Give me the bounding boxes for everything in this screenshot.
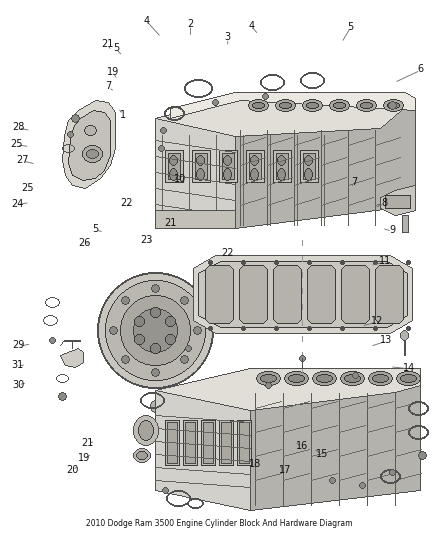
Text: 7: 7 [106, 82, 112, 91]
Text: 5: 5 [347, 22, 353, 31]
Text: 4: 4 [249, 21, 255, 30]
Text: 19: 19 [107, 67, 119, 77]
Text: 20: 20 [66, 465, 78, 475]
Text: 18: 18 [249, 459, 261, 469]
Text: 25: 25 [11, 139, 23, 149]
Text: 26: 26 [78, 238, 90, 247]
Text: 29: 29 [12, 341, 25, 350]
Text: 8: 8 [381, 198, 388, 207]
Text: 22: 22 [222, 248, 234, 258]
Text: 5: 5 [92, 224, 99, 234]
Text: 23: 23 [141, 235, 153, 245]
Text: 9: 9 [389, 225, 395, 235]
Text: 12: 12 [371, 316, 383, 326]
Text: 31: 31 [11, 360, 24, 370]
Text: 10: 10 [173, 174, 186, 183]
Text: 5: 5 [113, 43, 119, 53]
Text: 17: 17 [279, 465, 291, 475]
Text: 21: 21 [164, 218, 176, 228]
Text: 21: 21 [101, 39, 113, 49]
Text: 27: 27 [17, 155, 29, 165]
Text: 24: 24 [11, 199, 24, 208]
Text: 16: 16 [296, 441, 308, 451]
Text: 21: 21 [81, 439, 94, 448]
Text: 2: 2 [187, 19, 194, 29]
Text: 15: 15 [316, 449, 328, 459]
Text: 6: 6 [417, 64, 424, 74]
Text: 1: 1 [120, 110, 126, 119]
Text: 7: 7 [352, 177, 358, 187]
Text: 13: 13 [380, 335, 392, 345]
Text: 14: 14 [403, 363, 416, 373]
Text: 19: 19 [78, 454, 90, 463]
Text: 4: 4 [144, 17, 150, 26]
Text: 28: 28 [12, 122, 25, 132]
Text: 2010 Dodge Ram 3500 Engine Cylinder Block And Hardware Diagram: 2010 Dodge Ram 3500 Engine Cylinder Bloc… [86, 519, 352, 528]
Text: 22: 22 [120, 198, 132, 207]
Text: 3: 3 [225, 33, 231, 42]
Text: 11: 11 [379, 256, 392, 266]
Text: 25: 25 [21, 183, 33, 192]
Text: 30: 30 [12, 380, 25, 390]
